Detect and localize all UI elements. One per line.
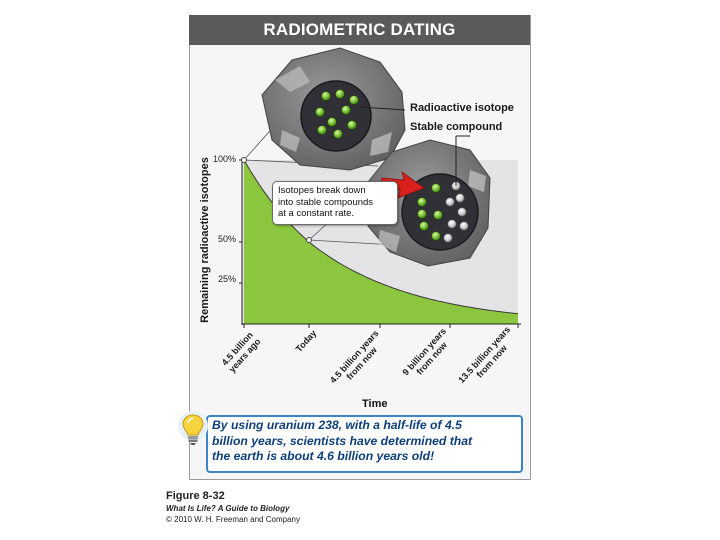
- rock-bottom-icon: [367, 139, 491, 267]
- stable-compound-icon: [457, 207, 467, 217]
- callout-line: into stable compounds: [278, 196, 374, 208]
- point-today-50: [306, 237, 312, 243]
- radioactive-isotope-icon: [417, 197, 427, 207]
- radioactive-isotope-icon: [333, 129, 343, 139]
- y-tick-25: 25%: [217, 274, 236, 284]
- point-today-100: [241, 157, 247, 163]
- y-tick-100: 100%: [212, 154, 236, 164]
- legend-radioactive: Radioactive isotope: [410, 102, 514, 114]
- callout-line: Isotopes break down: [278, 185, 366, 196]
- remaining-area: [244, 160, 518, 324]
- radioactive-isotope-icon: [335, 89, 345, 99]
- copyright-caption: © 2010 W. H. Freeman and Company: [166, 515, 300, 524]
- note-text: By using uranium 238, with a half-life o…: [212, 418, 512, 465]
- callout-text: Isotopes break down into stable compound…: [278, 185, 396, 220]
- radioactive-isotope-icon: [431, 231, 441, 241]
- legend-stable: Stable compound: [410, 121, 503, 133]
- book-caption: What Is Life? A Guide to Biology: [166, 504, 290, 513]
- note-box: [206, 415, 523, 473]
- lightbulb-icon: [178, 411, 208, 445]
- y-tick-50: 50%: [217, 234, 236, 244]
- stable-compound-icon: [455, 193, 465, 203]
- title-bar: RADIOMETRIC DATING: [189, 15, 530, 45]
- radioactive-isotope-icon: [433, 210, 443, 220]
- radioactive-isotope-icon: [349, 95, 359, 105]
- radioactive-isotope-icon: [431, 183, 441, 193]
- radioactive-isotope-icon: [419, 221, 429, 231]
- note-line: By using uranium 238, with a half-life o…: [212, 418, 462, 432]
- legend-pointer: [359, 106, 406, 111]
- radioactive-isotope-icon: [341, 105, 351, 115]
- stable-compound-icon: [445, 197, 455, 207]
- note-line: the earth is about 4.6 billion years old…: [212, 449, 435, 463]
- x-axis-label: Time: [362, 398, 388, 410]
- callout-line: at a constant rate.: [278, 208, 355, 219]
- figure-title: RADIOMETRIC DATING: [263, 20, 456, 39]
- note-line: billion years, scientists have determine…: [212, 433, 473, 448]
- stable-compound-icon: [443, 233, 453, 243]
- rock-top-icon: [261, 47, 406, 171]
- figure-caption: Figure 8-32: [166, 490, 225, 502]
- radioactive-isotope-icon: [315, 107, 325, 117]
- radioactive-isotope-icon: [417, 209, 427, 219]
- radioactive-isotope-icon: [327, 117, 337, 127]
- stable-compound-icon: [447, 219, 457, 229]
- radioactive-isotope-icon: [321, 91, 331, 101]
- stable-compound-icon: [459, 221, 469, 231]
- radioactive-isotope-icon: [347, 120, 357, 130]
- callout-box: Isotopes break down into stable compound…: [272, 181, 398, 225]
- radioactive-isotope-icon: [317, 125, 327, 135]
